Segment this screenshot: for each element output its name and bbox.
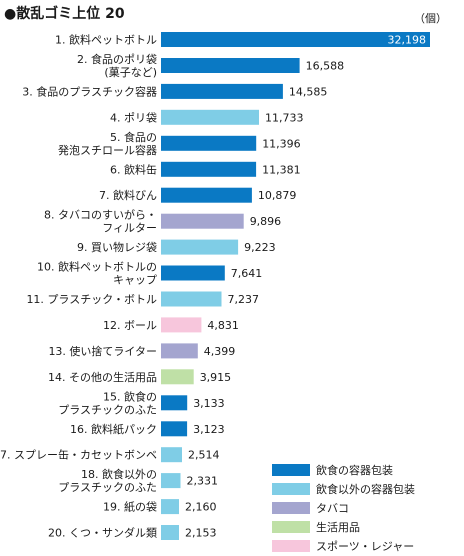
legend-label: 生活用品	[316, 520, 360, 534]
bar-4	[161, 109, 259, 125]
value-label-9: 9,223	[244, 241, 276, 254]
bar-18	[161, 473, 181, 489]
value-label-18: 2,331	[187, 475, 219, 488]
category-label-15-line-2: プラスチックのふた	[58, 403, 157, 416]
category-label-1: 1. 飲料ペットボトル	[55, 33, 157, 47]
value-label-6: 11,381	[262, 163, 301, 176]
value-label-14: 3,915	[200, 371, 232, 384]
category-label-17: 17. スプレー缶・カセットボンベ	[0, 448, 157, 462]
bar-15	[161, 395, 188, 411]
legend-item-1: 飲食の容器包装	[272, 461, 458, 478]
bar-16	[161, 421, 188, 437]
category-label-10-line-2: キャップ	[113, 274, 157, 287]
chart-title: ●散乱ゴミ上位 20	[4, 6, 125, 22]
category-label-15-line-1: 15. 飲食の	[103, 389, 157, 403]
legend-item-3: タバコ	[272, 499, 458, 516]
legend-item-4: 生活用品	[272, 518, 458, 535]
value-label-17: 2,514	[188, 449, 220, 462]
legend-swatch	[272, 482, 310, 495]
legend-item-2: 飲食以外の容器包装	[272, 480, 458, 497]
bar-13	[161, 343, 198, 359]
value-label-16: 3,123	[193, 423, 225, 436]
bar-5	[161, 135, 257, 151]
legend-swatch	[272, 539, 310, 552]
bar-14	[161, 369, 194, 385]
bar-9	[161, 239, 239, 255]
value-label-4: 11,733	[265, 111, 304, 124]
legend-label: 飲食以外の容器包装	[316, 482, 415, 496]
value-label-7: 10,879	[258, 189, 297, 202]
category-label-14: 14. その他の生活用品	[48, 370, 157, 384]
bar-7	[161, 187, 252, 203]
category-label-8-line-1: 8. タバコのすいがら・	[44, 208, 157, 222]
category-label-12: 12. ボール	[103, 319, 157, 332]
category-label-20: 20. くつ・サンダル類	[48, 526, 157, 540]
value-label-11: 7,237	[228, 293, 260, 306]
category-label-19: 19. 紙の袋	[103, 500, 157, 514]
legend-item-5: スポーツ・レジャー	[272, 537, 458, 554]
legend-label: タバコ	[316, 501, 349, 515]
value-label-8: 9,896	[250, 215, 282, 228]
value-label-13: 4,399	[204, 345, 236, 358]
category-label-9: 9. 買い物レジ袋	[77, 240, 157, 254]
category-label-7: 7. 飲料びん	[99, 188, 157, 202]
value-label-12: 4,831	[207, 319, 239, 332]
bar-6	[161, 161, 257, 177]
bar-2	[161, 58, 300, 73]
legend-swatch	[272, 520, 310, 533]
legend-swatch	[272, 463, 310, 476]
value-label-20: 2,153	[185, 527, 217, 540]
category-label-16: 16. 飲料紙パック	[70, 422, 157, 436]
category-label-2-line-1: 2. 食品のポリ袋	[77, 52, 157, 66]
category-label-8-line-2: フィルター	[102, 222, 157, 235]
bar-17	[161, 447, 182, 463]
value-label-1: 32,198	[388, 34, 427, 47]
bar-8	[161, 213, 244, 229]
legend-swatch	[272, 501, 310, 514]
value-label-5: 11,396	[262, 137, 301, 150]
category-label-2-line-2: (菓子など)	[104, 66, 157, 79]
bar-11	[161, 291, 222, 307]
bar-10	[161, 265, 225, 281]
legend: 飲食の容器包装飲食以外の容器包装 タバコ生活用品スポーツ・レジャー	[272, 461, 458, 556]
category-label-18-line-2: プラスチックのふた	[58, 481, 157, 494]
bar-12	[161, 317, 202, 333]
legend-label: 飲食の容器包装	[316, 463, 393, 477]
value-label-3: 14,585	[289, 85, 328, 98]
category-label-5-line-2: 発泡スチロール容器	[58, 143, 157, 157]
category-label-13: 13. 使い捨てライター	[48, 344, 157, 358]
category-label-10-line-1: 10. 飲料ペットボトルの	[37, 260, 157, 274]
unit-label: （個）	[414, 12, 447, 25]
legend-label: スポーツ・レジャー	[316, 539, 415, 553]
category-label-18-line-1: 18. 飲食以外の	[81, 467, 157, 481]
bar-3	[161, 83, 283, 99]
bar-1	[161, 32, 430, 47]
category-label-6: 6. 飲料缶	[110, 162, 157, 176]
value-label-19: 2,160	[185, 501, 217, 514]
category-label-11: 11. プラスチック・ボトル	[26, 293, 157, 306]
category-label-5-line-1: 5. 食品の	[110, 130, 157, 144]
category-label-4: 4. ポリ袋	[110, 110, 157, 124]
category-label-3: 3. 食品のプラスチック容器	[22, 84, 157, 98]
value-label-10: 7,641	[231, 267, 262, 280]
value-label-2: 16,588	[306, 60, 345, 73]
bar-20	[161, 525, 179, 540]
bar-19	[161, 499, 179, 515]
value-label-15: 3,133	[193, 397, 225, 410]
